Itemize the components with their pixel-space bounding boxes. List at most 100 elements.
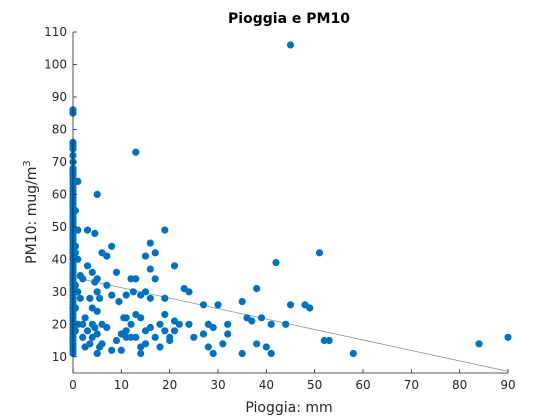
data-point <box>98 340 106 348</box>
y-tick-label: 70 <box>52 155 67 169</box>
data-point <box>161 310 169 319</box>
y-tick-label: 60 <box>52 187 67 201</box>
data-point <box>93 190 101 198</box>
data-point <box>219 340 227 348</box>
x-tick-labels: 0 10 20 30 40 50 60 70 80 90 <box>69 378 515 392</box>
data-point <box>71 304 79 312</box>
x-tick-label: 70 <box>404 378 419 392</box>
data-point <box>349 349 357 358</box>
data-point <box>103 323 111 332</box>
x-tick-label: 40 <box>259 378 274 392</box>
data-point <box>286 41 295 49</box>
data-point <box>81 314 89 322</box>
data-point <box>175 320 183 328</box>
data-point <box>185 288 193 296</box>
data-point <box>146 239 154 247</box>
plot-background <box>73 32 508 373</box>
data-point <box>86 340 94 348</box>
data-point <box>146 265 154 273</box>
data-point <box>151 249 159 257</box>
data-point <box>91 323 99 332</box>
data-point <box>224 330 232 338</box>
y-tick-label: 80 <box>52 122 67 136</box>
x-axis-label: Pioggia: mm <box>245 400 332 416</box>
axes <box>72 31 509 374</box>
data-point <box>88 304 96 312</box>
data-point <box>272 259 280 267</box>
y-axis-label: PM10: mug/m3 <box>22 160 40 264</box>
data-point <box>209 323 217 332</box>
data-point <box>166 333 174 341</box>
x-tick-label: 0 <box>69 378 77 392</box>
data-point <box>161 294 169 302</box>
data-point <box>161 327 169 335</box>
data-point <box>185 320 193 328</box>
y-tick-label: 110 <box>44 25 67 39</box>
data-point <box>115 298 123 306</box>
data-point <box>262 343 270 351</box>
y-tick-label: 20 <box>52 317 67 331</box>
data-point <box>132 148 140 156</box>
data-point <box>224 320 232 328</box>
data-point <box>286 301 295 309</box>
data-point <box>108 291 116 299</box>
data-point <box>95 294 104 302</box>
data-point <box>267 320 275 328</box>
y-tick-label: 10 <box>52 350 67 364</box>
chart-title: Pioggia e PM10 <box>228 11 350 27</box>
data-point <box>71 327 79 335</box>
x-tick-label: 30 <box>210 378 225 392</box>
data-point <box>88 268 96 276</box>
x-tick-label: 50 <box>307 378 322 392</box>
y-axis-label-base: PM10: mug/m <box>24 167 40 264</box>
data-point <box>74 177 82 185</box>
data-point <box>108 346 116 354</box>
x-tick-label: 10 <box>114 378 129 392</box>
data-point <box>238 298 246 306</box>
data-point <box>79 333 87 341</box>
data-point <box>74 226 82 234</box>
data-point <box>325 336 333 345</box>
data-point <box>238 349 246 358</box>
y-tick-label: 50 <box>52 220 67 234</box>
data-point <box>306 304 314 312</box>
y-tick-label: 40 <box>52 252 67 266</box>
data-point <box>248 317 256 325</box>
data-point <box>83 226 92 234</box>
data-point <box>141 252 150 260</box>
data-point <box>103 252 111 260</box>
data-point <box>79 320 87 328</box>
data-point <box>129 288 137 296</box>
data-point <box>475 340 483 348</box>
data-point <box>146 323 154 332</box>
y-tick-label: 90 <box>52 90 67 104</box>
data-point <box>122 327 130 335</box>
data-point <box>282 320 290 328</box>
data-point <box>93 330 101 338</box>
data-point <box>117 346 125 354</box>
x-tick-label: 20 <box>162 378 177 392</box>
y-tick-label: 30 <box>52 285 67 299</box>
data-point <box>199 330 208 338</box>
data-point <box>209 349 217 358</box>
data-point <box>71 249 79 257</box>
data-point <box>257 314 266 322</box>
data-point <box>170 327 179 335</box>
x-tick-label: 90 <box>500 378 515 392</box>
data-point <box>504 333 512 341</box>
data-point <box>132 275 140 283</box>
data-point <box>122 291 130 299</box>
data-point <box>146 294 154 302</box>
data-point <box>267 349 275 358</box>
data-point <box>83 327 92 335</box>
data-point <box>141 288 150 296</box>
data-point <box>86 294 94 302</box>
data-point <box>122 314 130 322</box>
plot-area <box>73 32 508 373</box>
data-point <box>93 275 101 283</box>
y-tick-labels: 10 20 30 40 50 60 70 80 90 100 110 <box>44 25 67 364</box>
data-point <box>132 310 140 319</box>
x-tick-label: 60 <box>355 378 370 392</box>
